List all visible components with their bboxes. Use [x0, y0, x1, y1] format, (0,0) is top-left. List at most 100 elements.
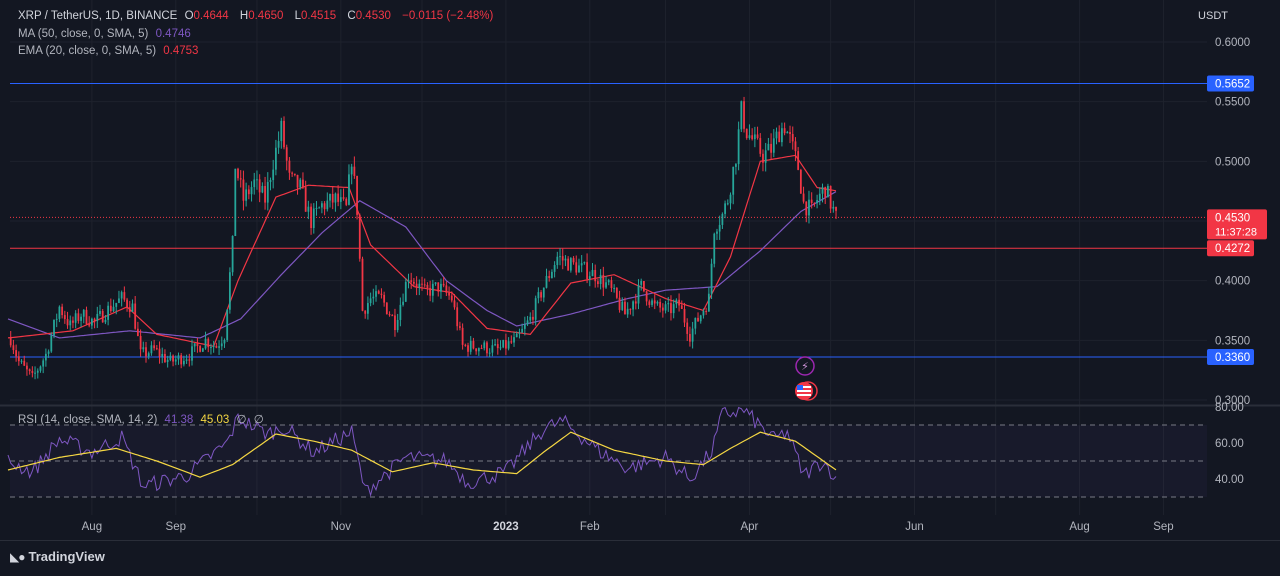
candle-body [158, 348, 161, 357]
candle-body [429, 287, 432, 296]
candle-body [505, 340, 507, 349]
candle-body [142, 347, 145, 350]
candle-body [85, 309, 88, 324]
candle-body [250, 187, 253, 195]
candle-body [745, 128, 748, 139]
candle-body [299, 179, 302, 188]
candle-body [53, 319, 55, 336]
candle-body [440, 283, 442, 292]
candle-body [261, 185, 264, 193]
candle-body [540, 292, 542, 298]
candle-body [580, 263, 583, 266]
candle-body [767, 143, 770, 151]
candle-body [545, 275, 548, 288]
candle-body [385, 302, 388, 315]
time-tick-label: Jun [905, 521, 924, 533]
candle-body [561, 256, 564, 261]
candle-body [245, 189, 248, 201]
ma50-path [7, 191, 837, 339]
price-tick-label: 0.5500 [1215, 97, 1250, 109]
candle-body [618, 297, 621, 310]
candle-body [640, 281, 643, 285]
candle-body [31, 371, 34, 373]
candle-body [150, 345, 153, 354]
candle-body [564, 258, 567, 261]
candle-body [713, 233, 716, 264]
candle-body [128, 307, 131, 312]
candle-body [96, 313, 99, 322]
candle-body [597, 281, 599, 285]
level-tag-label: 0.5652 [1215, 79, 1250, 91]
candle-body [624, 301, 626, 315]
candle-body [523, 324, 526, 329]
candle-body [491, 345, 494, 353]
candle-body [109, 305, 112, 312]
candle-body [118, 298, 120, 303]
candle-body [353, 166, 356, 176]
ema-label: EMA (20, close, 0, SMA, 5) [18, 45, 157, 57]
candle-body [813, 202, 816, 204]
candle-body [697, 317, 699, 322]
candle-body [515, 333, 518, 338]
candle-body [188, 359, 191, 361]
grid [0, 0, 1280, 515]
candle-body [166, 359, 169, 363]
candle-body [396, 319, 399, 331]
candle-body [223, 339, 226, 344]
candle-body [772, 138, 775, 153]
flag-canton [797, 385, 803, 390]
rsi-ma-path [7, 431, 837, 478]
candle-body [337, 193, 340, 202]
candle-body [66, 319, 69, 326]
candle-body [689, 333, 691, 342]
candle-body [334, 193, 337, 203]
high-label: H [239, 10, 249, 22]
candle-body [718, 224, 721, 232]
candle-body [735, 164, 737, 167]
candle-body [280, 120, 283, 142]
ma-legend: MA (50, close, 0, SMA, 5) 0.4746 [18, 27, 195, 41]
candle-body [575, 262, 578, 273]
candle-body [661, 307, 664, 311]
candle-body [174, 359, 177, 362]
candle-body [39, 366, 42, 371]
candle-body [789, 132, 791, 135]
level-tag-label: 0.3360 [1215, 352, 1250, 364]
candle-body [234, 168, 237, 236]
candle-body [453, 300, 456, 308]
candle-body [50, 335, 53, 352]
candle-body [310, 206, 312, 228]
candle-body [651, 300, 653, 305]
candle-body [266, 182, 269, 203]
candle-body [264, 185, 266, 203]
candle-body [123, 292, 126, 300]
candle-body [193, 343, 196, 347]
currency-label: USDT [1198, 10, 1228, 22]
candle-body [759, 138, 762, 154]
candle-body [743, 101, 745, 129]
candle-body [716, 231, 718, 234]
event-icons: ⚡ [795, 356, 818, 401]
candle-body [231, 235, 234, 273]
candle-body [63, 315, 66, 320]
close-value: 0.4530 [355, 10, 391, 22]
candle-body [104, 319, 107, 323]
candle-body [499, 347, 502, 349]
candle-body [88, 323, 91, 326]
candle-body [218, 346, 220, 348]
current-price-label: 0.4530 [1215, 212, 1250, 224]
candle-body [277, 141, 280, 148]
candle-body [247, 189, 250, 195]
candle-body [375, 291, 377, 297]
candle-body [559, 256, 561, 258]
candle-body [613, 287, 616, 289]
candle-body [377, 291, 380, 294]
candle-body [207, 338, 210, 348]
candle-body [199, 346, 202, 352]
candle-body [486, 342, 488, 354]
candle-body [448, 292, 450, 296]
candle-body [637, 284, 640, 304]
candle-body [605, 282, 607, 288]
tradingview-logo[interactable]: ◣● TradingView [10, 549, 105, 564]
